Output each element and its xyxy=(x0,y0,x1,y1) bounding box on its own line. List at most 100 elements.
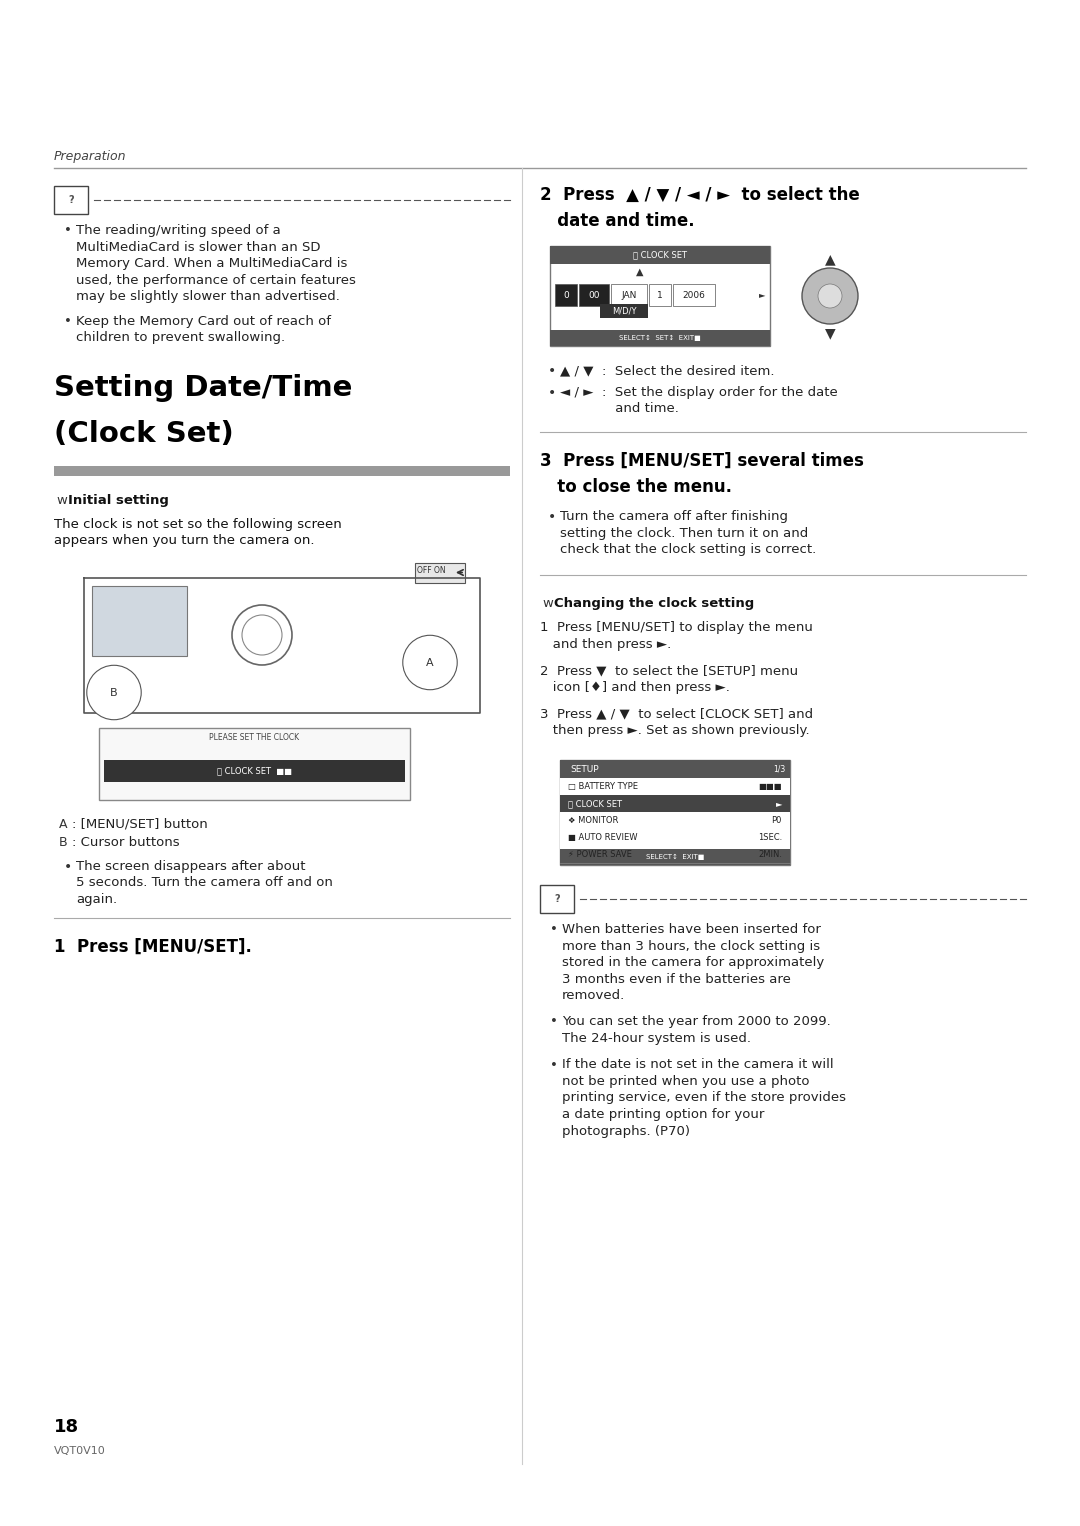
Text: ?: ? xyxy=(554,894,559,903)
Text: You can set the year from 2000 to 2099.: You can set the year from 2000 to 2099. xyxy=(562,1015,831,1029)
Text: 2MIN.: 2MIN. xyxy=(758,850,782,859)
Text: printing service, even if the store provides: printing service, even if the store prov… xyxy=(562,1091,846,1105)
Bar xyxy=(561,812,789,829)
Text: removed.: removed. xyxy=(562,989,625,1003)
Text: •: • xyxy=(548,365,556,378)
Bar xyxy=(561,848,789,865)
Text: not be printed when you use a photo: not be printed when you use a photo xyxy=(562,1074,810,1088)
Text: ■ AUTO REVIEW: ■ AUTO REVIEW xyxy=(568,833,637,842)
Bar xyxy=(555,284,577,307)
Text: w: w xyxy=(56,493,67,507)
Text: ⌚ CLOCK SET: ⌚ CLOCK SET xyxy=(568,800,622,807)
Text: ►: ► xyxy=(758,290,765,299)
Bar xyxy=(561,760,789,778)
Text: Initial setting: Initial setting xyxy=(68,493,168,507)
Text: ►: ► xyxy=(775,800,782,807)
Text: 2  Press ▼  to select the [SETUP] menu: 2 Press ▼ to select the [SETUP] menu xyxy=(540,664,798,678)
Text: ▲: ▲ xyxy=(636,267,644,278)
Text: ▲: ▲ xyxy=(825,252,835,266)
Text: P0: P0 xyxy=(771,816,782,826)
Text: Memory Card. When a MultiMediaCard is: Memory Card. When a MultiMediaCard is xyxy=(76,256,348,270)
Text: 1: 1 xyxy=(657,290,663,299)
Bar xyxy=(561,829,789,845)
Text: Changing the clock setting: Changing the clock setting xyxy=(554,597,754,610)
Text: •: • xyxy=(550,1059,558,1071)
Text: (Clock Set): (Clock Set) xyxy=(54,420,233,447)
Text: then press ►. Set as shown previously.: then press ►. Set as shown previously. xyxy=(540,723,810,737)
Text: If the date is not set in the camera it will: If the date is not set in the camera it … xyxy=(562,1059,834,1071)
Text: and time.: and time. xyxy=(561,401,679,415)
Text: ▲ / ▼  :  Select the desired item.: ▲ / ▼ : Select the desired item. xyxy=(561,365,774,377)
Text: and then press ►.: and then press ►. xyxy=(540,638,672,650)
Text: 1  Press [MENU/SET].: 1 Press [MENU/SET]. xyxy=(54,937,252,955)
Text: ?: ? xyxy=(68,195,73,204)
Text: w: w xyxy=(542,597,553,610)
Text: ⌚ CLOCK SET  ■■: ⌚ CLOCK SET ■■ xyxy=(217,766,292,775)
Text: a date printing option for your: a date printing option for your xyxy=(562,1108,765,1122)
Text: The reading/writing speed of a: The reading/writing speed of a xyxy=(76,224,281,237)
Text: OFF ON: OFF ON xyxy=(417,566,446,575)
Text: ⚡ POWER SAVE: ⚡ POWER SAVE xyxy=(568,850,632,859)
Text: Keep the Memory Card out of reach of: Keep the Memory Card out of reach of xyxy=(76,314,330,328)
Bar xyxy=(673,284,715,307)
Bar xyxy=(561,760,789,865)
Text: to close the menu.: to close the menu. xyxy=(540,478,732,496)
Text: 3  Press [MENU/SET] several times: 3 Press [MENU/SET] several times xyxy=(540,452,864,470)
Circle shape xyxy=(802,269,858,324)
Text: When batteries have been inserted for: When batteries have been inserted for xyxy=(562,923,821,935)
Text: may be slightly slower than advertised.: may be slightly slower than advertised. xyxy=(76,290,340,304)
Text: : Cursor buttons: : Cursor buttons xyxy=(72,836,179,848)
Text: Setting Date/Time: Setting Date/Time xyxy=(54,374,352,401)
Text: 1  Press [MENU/SET] to display the menu: 1 Press [MENU/SET] to display the menu xyxy=(540,621,813,633)
Text: ❖ MONITOR: ❖ MONITOR xyxy=(568,816,619,826)
Text: 0: 0 xyxy=(563,290,569,299)
Text: more than 3 hours, the clock setting is: more than 3 hours, the clock setting is xyxy=(562,940,820,952)
Text: again.: again. xyxy=(76,893,117,905)
Text: B: B xyxy=(59,836,68,848)
Bar xyxy=(104,760,405,781)
Bar xyxy=(92,586,187,656)
Bar xyxy=(54,186,87,214)
Text: JAN: JAN xyxy=(621,290,637,299)
Text: : [MENU/SET] button: : [MENU/SET] button xyxy=(72,818,207,830)
Text: SELECT↕  EXIT■: SELECT↕ EXIT■ xyxy=(646,855,704,861)
Circle shape xyxy=(818,284,842,308)
Text: PLEASE SET THE CLOCK: PLEASE SET THE CLOCK xyxy=(210,732,299,742)
Text: •: • xyxy=(548,386,556,400)
Bar xyxy=(649,284,671,307)
Text: Preparation: Preparation xyxy=(54,150,126,163)
Text: 3  Press ▲ / ▼  to select [CLOCK SET] and: 3 Press ▲ / ▼ to select [CLOCK SET] and xyxy=(540,707,813,720)
Text: The 24-hour system is used.: The 24-hour system is used. xyxy=(562,1032,751,1045)
Bar xyxy=(561,778,789,795)
Text: ▼: ▼ xyxy=(636,308,644,319)
Text: stored in the camera for approximately: stored in the camera for approximately xyxy=(562,955,824,969)
Text: icon [♦] and then press ►.: icon [♦] and then press ►. xyxy=(540,681,730,693)
Bar xyxy=(550,330,770,346)
Text: •: • xyxy=(64,224,72,237)
Text: SELECT↕  SET↕  EXIT■: SELECT↕ SET↕ EXIT■ xyxy=(619,334,701,342)
Text: 1/3: 1/3 xyxy=(773,765,785,774)
Bar xyxy=(611,284,647,307)
Text: photographs. (P70): photographs. (P70) xyxy=(562,1125,690,1137)
Text: 3 months even if the batteries are: 3 months even if the batteries are xyxy=(562,972,791,986)
Text: 18: 18 xyxy=(54,1418,79,1436)
Text: check that the clock setting is correct.: check that the clock setting is correct. xyxy=(561,543,816,555)
Bar xyxy=(561,795,789,812)
Text: used, the performance of certain features: used, the performance of certain feature… xyxy=(76,273,356,287)
Bar xyxy=(54,465,510,476)
Bar xyxy=(579,284,609,307)
Text: 2006: 2006 xyxy=(683,290,705,299)
Text: A: A xyxy=(59,818,67,830)
Text: A: A xyxy=(427,658,434,667)
Text: •: • xyxy=(64,859,72,873)
Text: date and time.: date and time. xyxy=(540,212,694,230)
Bar xyxy=(99,728,410,800)
Text: 5 seconds. Turn the camera off and on: 5 seconds. Turn the camera off and on xyxy=(76,876,333,890)
Bar xyxy=(550,246,770,346)
Text: 1SEC.: 1SEC. xyxy=(758,833,782,842)
Text: •: • xyxy=(550,1015,558,1029)
Text: B: B xyxy=(110,688,118,697)
Text: •: • xyxy=(550,923,558,935)
Text: •: • xyxy=(64,314,72,328)
Text: VQT0V10: VQT0V10 xyxy=(54,1447,106,1456)
